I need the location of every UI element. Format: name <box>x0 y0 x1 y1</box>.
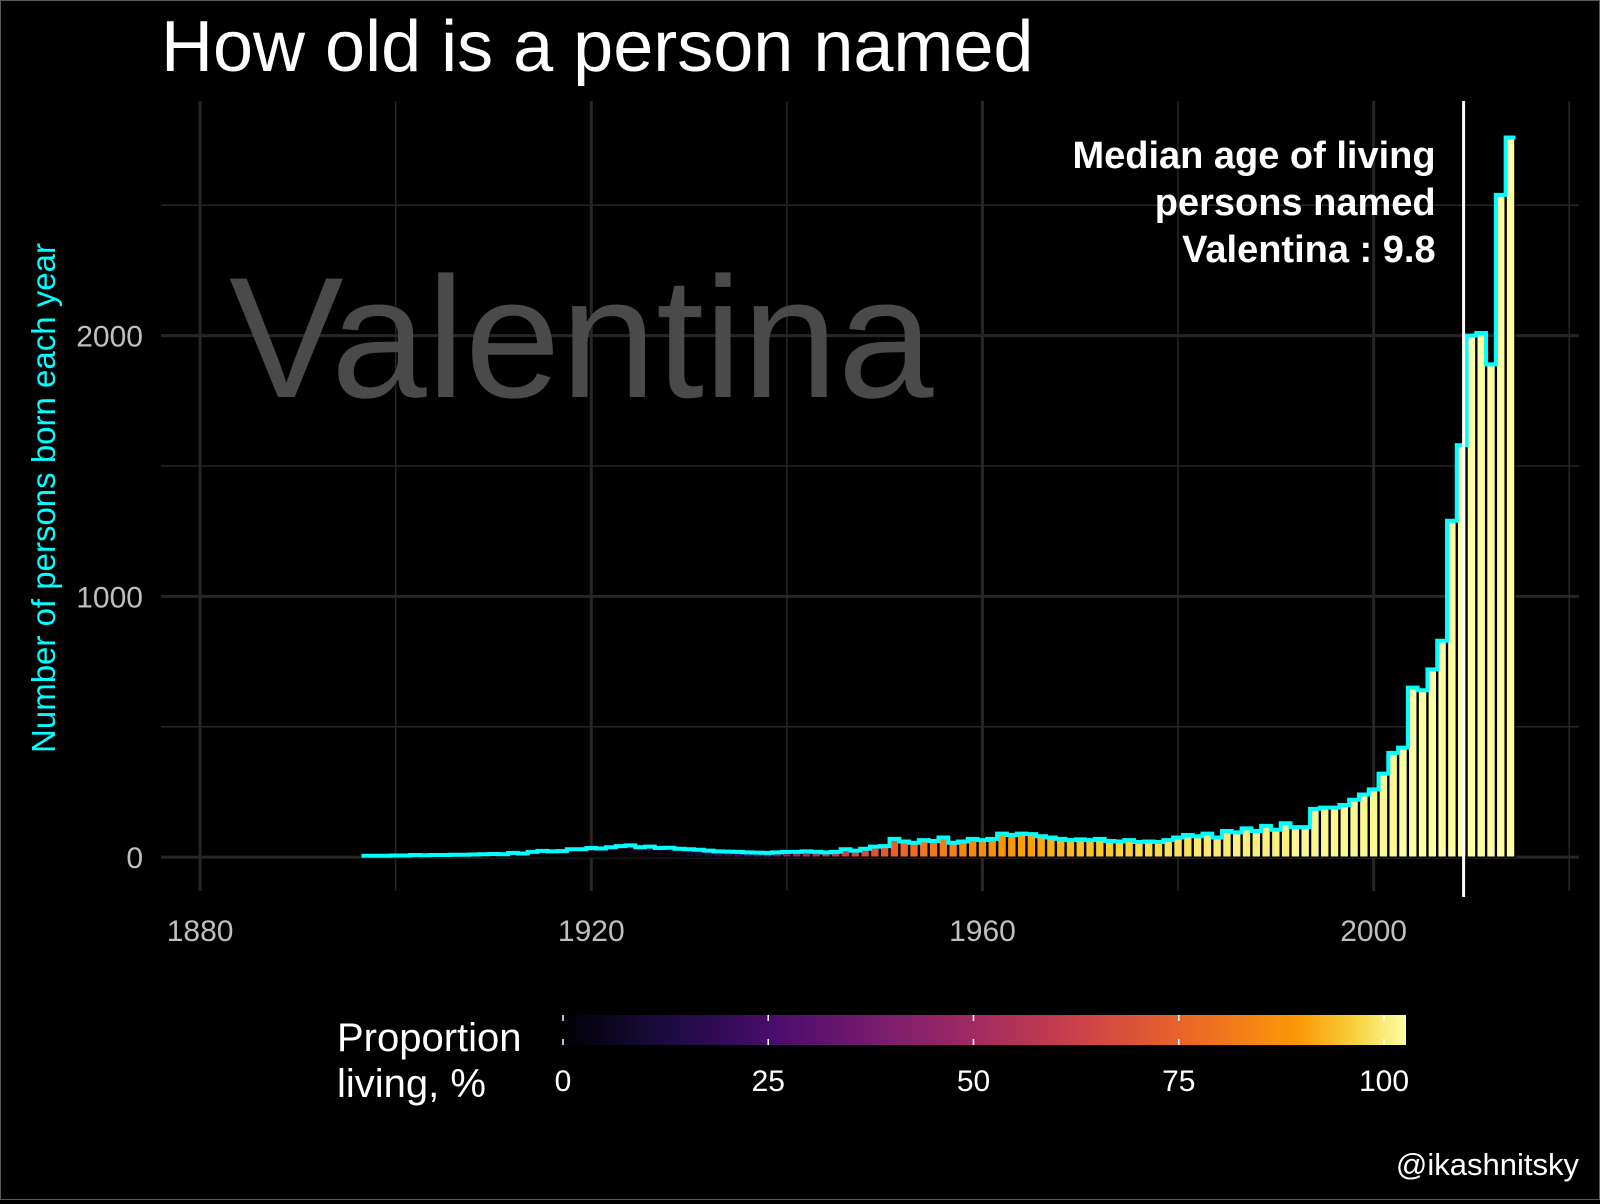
y-axis-ticks: 0 1000 2000 <box>76 321 143 875</box>
legend-title-line: Proportion <box>337 1016 522 1060</box>
y-tick-label: 0 <box>126 842 143 875</box>
bar <box>1319 806 1330 858</box>
bar <box>1358 793 1369 858</box>
bar <box>1427 668 1438 858</box>
legend-colorbar <box>563 1015 1406 1045</box>
bar <box>1398 747 1408 858</box>
legend-title: Proportion living, % <box>337 1016 522 1106</box>
grid-minor <box>161 101 1579 891</box>
y-tick-label: 2000 <box>76 321 143 354</box>
bar <box>1192 835 1203 858</box>
annotation-line: Median age of living <box>1072 135 1435 177</box>
bars <box>361 136 1516 858</box>
bar <box>1476 332 1487 858</box>
x-tick-label: 1920 <box>558 915 625 948</box>
bar <box>928 840 939 858</box>
bar <box>1329 806 1340 858</box>
bar <box>977 839 988 858</box>
bar <box>1153 841 1164 858</box>
author-credit: @ikashnitsky <box>1396 1147 1580 1182</box>
legend-title-line: living, % <box>337 1062 486 1106</box>
legend-tick-label: 100 <box>1359 1065 1409 1098</box>
annotation-line: Valentina : 9.8 <box>1182 229 1435 271</box>
bar <box>1300 826 1311 858</box>
color-legend: Proportion living, % 0 25 50 75 100 <box>337 1015 1409 1106</box>
legend-tick-label: 50 <box>957 1065 990 1098</box>
bar <box>1270 829 1281 858</box>
bar <box>1251 830 1262 858</box>
legend-tick-label: 0 <box>555 1065 572 1098</box>
legend-tick-label: 75 <box>1162 1065 1195 1098</box>
x-tick-label: 2000 <box>1340 915 1407 948</box>
bar <box>1212 836 1223 858</box>
bar <box>1486 363 1496 858</box>
y-tick-label: 1000 <box>76 581 143 614</box>
bar <box>948 842 959 858</box>
bar <box>1006 834 1017 858</box>
bar <box>909 842 919 858</box>
y-axis-label: Number of persons born each year <box>25 243 62 753</box>
bar <box>1339 804 1350 858</box>
bar <box>1349 799 1359 858</box>
bar <box>1134 841 1144 858</box>
legend-tick-label: 25 <box>752 1065 785 1098</box>
x-axis-ticks: 1880 1920 1960 2000 <box>167 915 1407 948</box>
bar <box>1114 840 1125 858</box>
bar <box>1016 833 1027 858</box>
chart-title: How old is a person named <box>161 7 1033 87</box>
annotation-line: persons named <box>1155 182 1436 224</box>
bar <box>1085 839 1095 858</box>
bar <box>1231 831 1242 858</box>
x-tick-label: 1960 <box>949 915 1016 948</box>
bar <box>1065 839 1076 858</box>
bar <box>1417 689 1428 858</box>
bar <box>1437 640 1447 858</box>
bar <box>1505 136 1516 858</box>
median-annotation: Median age of living persons named Valenti… <box>1072 135 1435 271</box>
births-outline <box>361 135 1516 858</box>
bar <box>1290 826 1301 858</box>
bar <box>1368 788 1379 858</box>
x-tick-label: 1880 <box>167 915 234 948</box>
legend-ticks: 0 25 50 75 100 <box>555 1015 1409 1098</box>
name-watermark: Valentina <box>229 242 934 434</box>
